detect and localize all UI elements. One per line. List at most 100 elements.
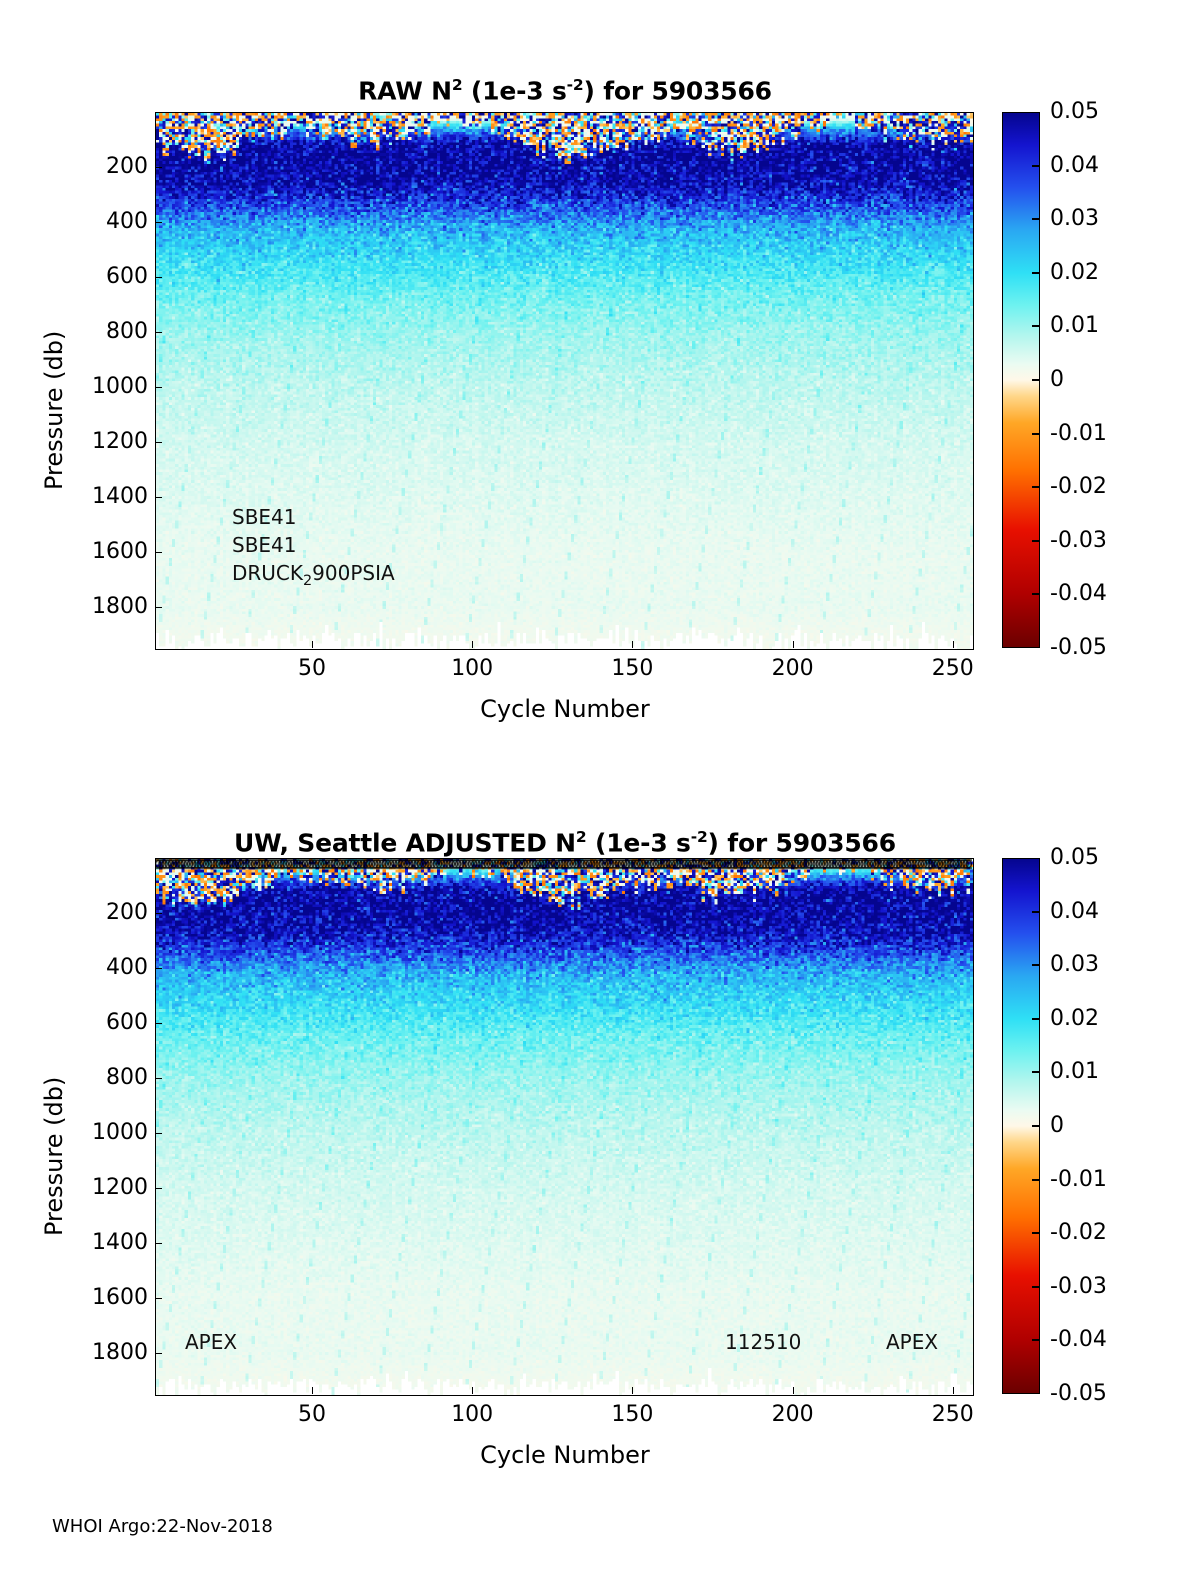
y-tick-label: 200 bbox=[106, 153, 148, 179]
y-tick-mark bbox=[155, 221, 162, 223]
colorbar-tick-mark bbox=[1032, 325, 1040, 328]
cycle-marker-canvas bbox=[155, 853, 972, 873]
raw-x-axis-label: Cycle Number bbox=[480, 695, 650, 723]
raw-heatmap bbox=[156, 113, 973, 649]
adjusted-title-pre: UW, Seattle ADJUSTED N bbox=[234, 828, 576, 858]
colorbar-tick-label: 0.05 bbox=[1050, 99, 1099, 124]
colorbar-tick-label: -0.03 bbox=[1050, 1273, 1107, 1299]
y-tick-label: 1200 bbox=[92, 1174, 148, 1200]
footer-text: WHOI Argo:22-Nov-2018 bbox=[52, 1516, 273, 1537]
colorbar-tick-label: 0.03 bbox=[1050, 952, 1099, 978]
y-tick-label: 800 bbox=[106, 318, 148, 344]
x-tick-label: 250 bbox=[931, 1402, 974, 1427]
adjusted-heatmap bbox=[156, 859, 973, 1395]
adjusted-cycle-markers bbox=[155, 853, 972, 873]
y-tick-mark bbox=[155, 551, 162, 553]
y-tick-mark bbox=[155, 967, 162, 969]
colorbar-tick-label: 0.01 bbox=[1050, 1059, 1099, 1085]
colorbar-tick-mark bbox=[1032, 432, 1040, 435]
panel-raw: RAW N2 (1e-3 s-2) for 5903566 200 400 600 8… bbox=[0, 0, 1200, 760]
x-tick-mark bbox=[311, 641, 313, 648]
colorbar-tick-label: 0.04 bbox=[1050, 152, 1099, 178]
y-tick-label: 200 bbox=[106, 899, 148, 925]
y-tick-mark bbox=[155, 1297, 162, 1299]
y-tick-label: 400 bbox=[106, 954, 148, 980]
raw-y-axis-label: Pressure (db) bbox=[40, 330, 68, 490]
colorbar-tick-label: -0.02 bbox=[1050, 1220, 1107, 1246]
x-tick-mark bbox=[952, 641, 954, 648]
x-tick-mark bbox=[792, 1387, 794, 1394]
raw-title-pre: RAW N bbox=[358, 76, 452, 106]
colorbar-tick-label: 0.02 bbox=[1050, 259, 1099, 285]
colorbar-tick-mark bbox=[1032, 1071, 1040, 1074]
y-tick-mark bbox=[155, 1242, 162, 1244]
x-tick-label: 100 bbox=[451, 1402, 494, 1427]
y-tick-label: 1000 bbox=[92, 373, 148, 399]
x-tick-label: 150 bbox=[611, 656, 654, 681]
y-tick-mark bbox=[155, 1022, 162, 1024]
y-tick-label: 1200 bbox=[92, 428, 148, 454]
y-tick-mark bbox=[155, 1352, 162, 1354]
raw-colorbar-group: 0.05 0.04 0.03 0.02 0.01 0 -0.01 -0.02 -0.03 -0.0… bbox=[1002, 101, 1192, 659]
y-tick-label: 600 bbox=[106, 1009, 148, 1035]
raw-heatmap-axes bbox=[155, 112, 974, 650]
y-tick-mark bbox=[155, 331, 162, 333]
colorbar-tick-label: -0.02 bbox=[1050, 474, 1107, 500]
sensor-line-2: SBE41 bbox=[232, 533, 297, 557]
y-tick-mark bbox=[155, 166, 162, 168]
x-tick-label: 150 bbox=[611, 1402, 654, 1427]
y-tick-label: 1600 bbox=[92, 1284, 148, 1310]
colorbar-tick-mark bbox=[1032, 271, 1040, 274]
colorbar-tick-mark bbox=[1032, 218, 1040, 221]
y-tick-mark bbox=[155, 1132, 162, 1134]
colorbar-tick-label: -0.04 bbox=[1050, 581, 1107, 607]
x-tick-mark bbox=[632, 641, 634, 648]
colorbar-tick-label: 0 bbox=[1050, 367, 1064, 392]
adjusted-heatmap-axes bbox=[155, 858, 974, 1396]
y-tick-mark bbox=[155, 496, 162, 498]
panel-adjusted: UW, Seattle ADJUSTED N2 (1e-3 s-2) for 5… bbox=[0, 760, 1200, 1520]
y-tick-mark bbox=[155, 912, 162, 914]
x-tick-mark bbox=[632, 1387, 634, 1394]
colorbar-tick-label: -0.05 bbox=[1050, 635, 1107, 660]
colorbar-tick-mark bbox=[1032, 486, 1040, 489]
colorbar-tick-label: -0.01 bbox=[1050, 420, 1107, 446]
adjusted-y-axis-label: Pressure (db) bbox=[40, 1076, 68, 1236]
colorbar-tick-mark bbox=[1032, 1232, 1040, 1235]
colorbar-tick-label: 0.03 bbox=[1050, 206, 1099, 232]
adjusted-title-sup1: 2 bbox=[575, 828, 587, 846]
pressure-sensor-pre: DRUCK bbox=[232, 561, 304, 585]
x-tick-label: 50 bbox=[297, 656, 326, 681]
raw-y-ticks: 200 400 600 800 1000 1200 1400 1600 1800 bbox=[40, 112, 162, 648]
colorbar-tick-mark bbox=[1032, 164, 1040, 167]
colorbar-tick-mark bbox=[1032, 1339, 1040, 1342]
colorbar-tick-mark bbox=[1032, 1125, 1040, 1127]
y-tick-mark bbox=[155, 276, 162, 278]
colorbar-tick-label: 0.02 bbox=[1050, 1005, 1099, 1031]
float-serial: 112510 bbox=[725, 1330, 802, 1354]
y-tick-label: 1000 bbox=[92, 1119, 148, 1145]
colorbar-tick-label: 0.05 bbox=[1050, 845, 1099, 870]
y-tick-label: 1800 bbox=[92, 1339, 148, 1365]
colorbar-tick-mark bbox=[1032, 910, 1040, 913]
colorbar-tick-label: -0.01 bbox=[1050, 1166, 1107, 1192]
x-tick-label: 100 bbox=[451, 656, 494, 681]
x-tick-label: 200 bbox=[771, 1402, 814, 1427]
x-tick-mark bbox=[472, 641, 474, 648]
adjusted-y-ticks: 200 400 600 800 1000 1200 1400 1600 1800 bbox=[40, 858, 162, 1394]
y-tick-label: 1400 bbox=[92, 483, 148, 509]
y-tick-mark bbox=[155, 1187, 162, 1189]
raw-plot-title: RAW N2 (1e-3 s-2) for 5903566 bbox=[150, 76, 980, 105]
colorbar-tick-mark bbox=[1032, 1017, 1040, 1020]
adjusted-title-post: ) for 5903566 bbox=[707, 828, 897, 858]
adjusted-x-axis-label: Cycle Number bbox=[480, 1441, 650, 1469]
colorbar-tick-label: -0.03 bbox=[1050, 527, 1107, 553]
x-tick-mark bbox=[952, 1387, 954, 1394]
float-type-right: APEX bbox=[886, 1330, 939, 1354]
colorbar-tick-mark bbox=[1032, 593, 1040, 596]
colorbar-tick-mark bbox=[1032, 539, 1040, 542]
colorbar-tick-label: 0.04 bbox=[1050, 898, 1099, 924]
pressure-sensor-line: DRUCK2900PSIA bbox=[232, 561, 395, 594]
float-type-left: APEX bbox=[185, 1330, 238, 1354]
x-tick-label: 250 bbox=[931, 656, 974, 681]
